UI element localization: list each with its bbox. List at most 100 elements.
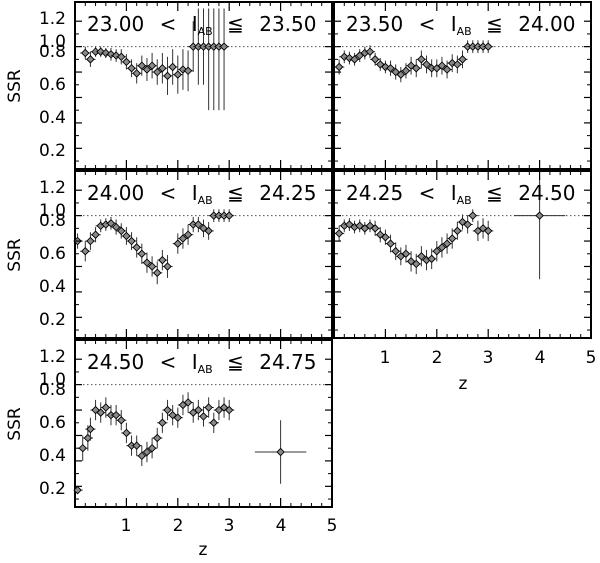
data-point [421, 55, 432, 74]
title-lower-bound: 23.50 [346, 12, 403, 36]
data-point [452, 221, 463, 240]
data-point [441, 233, 453, 254]
data-marks [334, 40, 494, 83]
diamond-marker [412, 64, 421, 73]
data-point [436, 237, 448, 258]
data-point [198, 219, 209, 238]
data-point [126, 59, 137, 78]
data-point [385, 234, 396, 253]
x-tick-label: 1 [380, 348, 391, 368]
data-point [105, 216, 117, 230]
data-point [116, 410, 127, 431]
diamond-marker [370, 224, 380, 233]
diamond-marker [340, 52, 349, 62]
diamond-marker [483, 42, 493, 51]
diamond-marker [153, 67, 162, 77]
data-point [146, 438, 158, 459]
data-point [141, 58, 153, 81]
diamond-marker [345, 220, 354, 229]
diamond-marker [101, 48, 111, 58]
diamond-marker [204, 403, 213, 412]
data-point [462, 215, 473, 234]
panel-1: 23.00 < IAB ≦ 23.50 [74, 1, 333, 170]
title-lower-bound: 24.00 [87, 181, 144, 205]
diamond-marker [183, 398, 193, 407]
data-point [203, 221, 214, 240]
diamond-marker [194, 405, 203, 415]
diamond-marker [81, 48, 90, 58]
diamond-marker [127, 64, 136, 73]
panel-title: 24.50 < IAB ≦ 24.75 [87, 350, 316, 378]
data-point [110, 404, 122, 426]
x-tick-label: 3 [483, 348, 494, 368]
diamond-marker [447, 58, 457, 68]
data-point [100, 397, 111, 418]
x-tick-label: 3 [224, 516, 235, 536]
diamond-marker [117, 52, 126, 62]
data-point [457, 214, 468, 230]
data-point [157, 412, 168, 433]
title-upper-bound: 23.50 [259, 12, 316, 36]
x-tick-label: 4 [276, 516, 287, 536]
data-point [131, 435, 142, 456]
data-point [141, 252, 153, 273]
data-point [172, 233, 183, 254]
title-subscript: AB [198, 194, 213, 207]
diamond-marker [96, 408, 105, 417]
diamond-marker [117, 226, 126, 236]
axis-ticks [75, 2, 332, 169]
y-tick-label: 0.8 [39, 380, 66, 400]
data-point [85, 51, 96, 67]
data-point [390, 242, 401, 261]
data-point [213, 399, 225, 421]
diamond-marker [468, 211, 478, 220]
data-point [472, 220, 484, 242]
diamond-marker [153, 433, 162, 443]
data-point [467, 209, 478, 222]
diamond-marker [137, 451, 147, 461]
diamond-marker [437, 243, 447, 252]
y-tick-label: 1.0 [39, 32, 66, 52]
data-point [116, 49, 127, 65]
panel-title: 24.00 < IAB ≦ 24.25 [87, 181, 316, 209]
data-point [95, 402, 106, 423]
title-upper-bound: 24.75 [259, 350, 316, 374]
diamond-marker [478, 224, 488, 233]
diamond-marker [334, 62, 344, 72]
title-lower-bound: 24.25 [346, 181, 403, 205]
x-axis-title: z [459, 374, 468, 394]
data-point [436, 56, 448, 75]
diamond-marker [158, 255, 167, 265]
diamond-marker [204, 226, 213, 236]
diamond-marker [117, 415, 126, 425]
diamond-marker [224, 405, 234, 415]
diamond-marker [142, 258, 152, 267]
data-point [334, 225, 345, 242]
diamond-marker [219, 42, 229, 51]
y-tick-labels: 0.2 0.4 0.6 0.8 1.0 1.2 0.2 0.4 0.6 0.8 … [39, 9, 66, 499]
data-point [141, 441, 153, 463]
x-axis-title: z [199, 540, 208, 560]
title-magnitude: I [192, 181, 198, 205]
data-point [136, 445, 147, 466]
y-tick-label: 0.8 [39, 211, 66, 231]
panel-title: 24.25 < IAB ≦ 24.50 [346, 181, 575, 209]
data-point [354, 219, 365, 233]
data-point [447, 228, 458, 249]
data-point [182, 50, 194, 92]
diamond-marker [106, 50, 116, 59]
data-point [369, 52, 381, 66]
data-point [400, 244, 412, 263]
data-point [411, 59, 422, 78]
diamond-marker [458, 217, 467, 227]
title-subscript: AB [457, 194, 472, 207]
axis-ticks [75, 171, 332, 338]
diamond-marker [396, 70, 406, 79]
data-point [224, 399, 235, 421]
data-marks [80, 8, 230, 111]
diamond-marker [427, 254, 436, 264]
panel-5: 24.50 < IAB ≦ 24.75 [73, 339, 333, 508]
data-point [208, 412, 219, 433]
diamond-marker [132, 69, 141, 78]
diamond-marker [183, 230, 193, 239]
